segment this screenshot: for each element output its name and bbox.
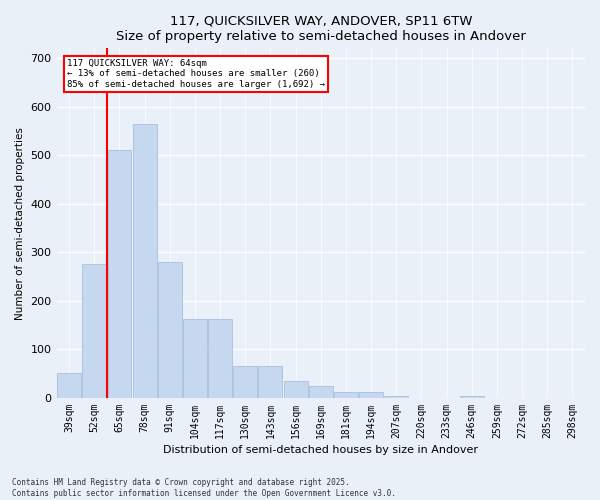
Bar [233,366,257,398]
Bar [107,150,131,398]
Title: 117, QUICKSILVER WAY, ANDOVER, SP11 6TW
Size of property relative to semi-detach: 117, QUICKSILVER WAY, ANDOVER, SP11 6TW … [116,15,526,43]
Text: Contains HM Land Registry data © Crown copyright and database right 2025.
Contai: Contains HM Land Registry data © Crown c… [12,478,396,498]
X-axis label: Distribution of semi-detached houses by size in Andover: Distribution of semi-detached houses by … [163,445,478,455]
Bar [183,320,207,398]
Bar [208,320,232,398]
Bar [133,124,157,398]
Bar [460,396,484,398]
Bar [385,396,408,398]
Bar [158,262,182,398]
Text: 117 QUICKSILVER WAY: 64sqm
← 13% of semi-detached houses are smaller (260)
85% o: 117 QUICKSILVER WAY: 64sqm ← 13% of semi… [67,59,325,88]
Bar [57,372,81,398]
Bar [82,264,106,398]
Bar [359,392,383,398]
Bar [259,366,283,398]
Bar [334,392,358,398]
Bar [309,386,333,398]
Bar [284,381,308,398]
Y-axis label: Number of semi-detached properties: Number of semi-detached properties [15,126,25,320]
